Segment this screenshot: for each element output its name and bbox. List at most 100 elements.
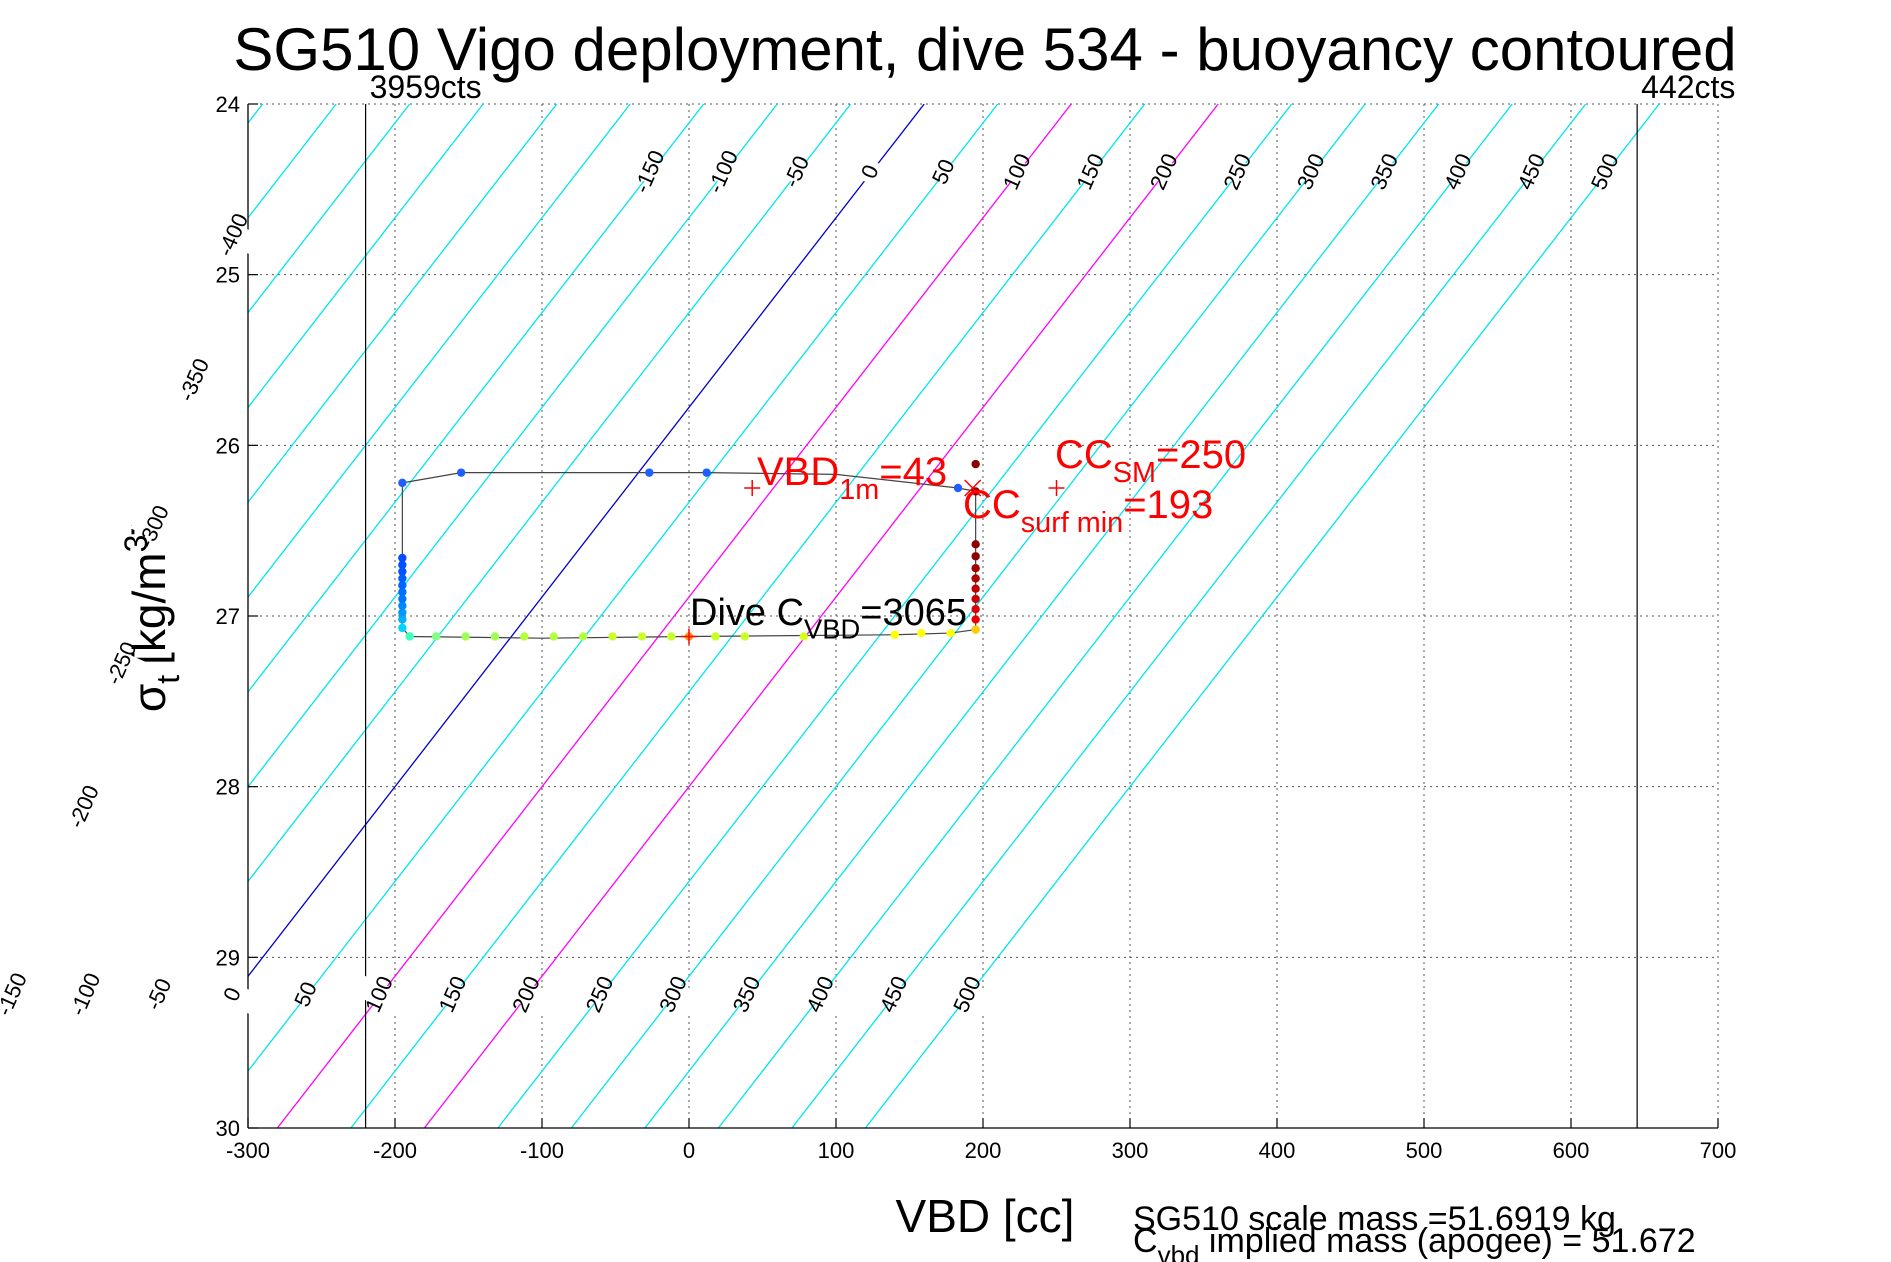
data-point (953, 483, 963, 493)
data-point (711, 632, 720, 641)
data-point (971, 615, 980, 624)
buoyancy-contours (248, 104, 1660, 1128)
contour-label-bg (1581, 153, 1631, 192)
contour-label-bg (209, 216, 259, 255)
contour-label-bg (626, 153, 676, 192)
contour-label-bg (503, 975, 553, 1014)
y-tick-label: 25 (216, 263, 240, 288)
data-point (971, 625, 980, 634)
data-point (799, 632, 808, 641)
data-point (398, 553, 407, 563)
data-point (398, 594, 407, 604)
contour-label-bg (723, 975, 773, 1014)
chart-title: SG510 Vigo deployment, dive 534 - buoyan… (233, 16, 1736, 83)
footer-implied-mass: Cvbd implied mass (apogee) = 51.672 (1133, 1222, 1696, 1262)
y-tick-label: 30 (216, 1116, 240, 1141)
x-axis-label: VBD [cc] (896, 1190, 1075, 1242)
contour-label-bg (170, 361, 220, 400)
x-tick-label: -300 (226, 1138, 270, 1163)
contour-line (248, 104, 705, 693)
x-tick-label: -100 (520, 1138, 564, 1163)
data-point (398, 601, 407, 610)
data-point (520, 632, 529, 641)
vbd-limit-lines: 3959cts 442cts (365, 69, 1735, 1128)
data-point (398, 574, 407, 583)
contour-label-bg (60, 788, 110, 827)
contour-label-bg (0, 975, 38, 1014)
data-point (702, 468, 711, 477)
data-point (971, 540, 980, 549)
axes: -300 -200 -100 0 100 200 300 400 500 600 700 24 25 26… (216, 92, 1737, 1163)
y-tick-label: 24 (216, 92, 240, 117)
data-point (398, 623, 407, 633)
contour-label-bg (98, 644, 148, 683)
y-tick-label: 29 (216, 945, 240, 970)
x-tick-label: 500 (1406, 1138, 1443, 1163)
vbd-limit-label: 3959cts (370, 69, 482, 105)
contour-label-bg (773, 153, 823, 192)
y-tick-label: 27 (216, 604, 240, 629)
contour-line (423, 104, 1219, 1128)
data-point (917, 628, 926, 638)
data-point (946, 628, 955, 638)
data-point (971, 604, 980, 614)
annotation-cc-sm: CCSM=250 (1055, 433, 1246, 489)
data-point (398, 560, 407, 569)
contour-line (248, 104, 999, 1073)
contour-line (791, 104, 1587, 1128)
data-point (645, 468, 654, 477)
contour-label-bg (135, 975, 185, 1014)
contour-label-bg (429, 975, 479, 1014)
contour-label-bg (1287, 153, 1337, 192)
data-point (461, 632, 470, 641)
data-point (431, 632, 441, 641)
contour-label-bg (944, 975, 994, 1014)
contour-label-bg (1140, 153, 1190, 192)
annotations: -400-350-300-250-200-150 -100 -50 0 50 100 150… (0, 146, 1631, 1019)
contour-line (248, 104, 558, 504)
x-tick-label: 400 (1259, 1138, 1296, 1163)
data-point (398, 608, 407, 617)
annotation-cc-surf-min: CCsurf min=193 (963, 483, 1213, 539)
contour-line (248, 104, 778, 788)
contour-label-bg (1434, 153, 1484, 192)
contour-label-bg (282, 975, 332, 1014)
x-tick-label: 200 (965, 1138, 1002, 1163)
contour-label-bg (920, 153, 970, 192)
contour-label-bg (797, 975, 847, 1014)
data-point (608, 632, 617, 641)
contour-line (248, 104, 411, 314)
contour-line (570, 104, 1366, 1128)
data-point (971, 574, 980, 583)
contour-label-bg (1067, 153, 1117, 192)
x-tick-label: 600 (1553, 1138, 1590, 1163)
data-point (667, 632, 676, 641)
data-point (456, 468, 466, 477)
data-point (637, 632, 647, 641)
data-point (890, 630, 899, 639)
data-point (578, 632, 588, 641)
contour-line (248, 104, 925, 978)
x-tick-label: 700 (1700, 1138, 1737, 1163)
annotation-vbd-1m: VBD1m=43 (757, 450, 947, 506)
annotation-dive-cvbd: Dive CVBD=3065 (690, 592, 967, 644)
data-point (490, 632, 500, 641)
data-point (549, 632, 558, 641)
x-tick-label: 100 (818, 1138, 855, 1163)
footer-scale-mass: SG510 scale mass =51.6919 kg (1133, 1200, 1616, 1238)
x-tick-label: 0 (683, 1138, 695, 1163)
contour-line (497, 104, 1293, 1128)
x-tick-label: -200 (373, 1138, 417, 1163)
data-point (971, 552, 980, 561)
y-tick-label: 26 (216, 433, 240, 458)
data-point (398, 581, 407, 590)
contour-label-bg (993, 153, 1043, 192)
data-point (740, 632, 750, 641)
y-tick-label: 28 (216, 775, 240, 800)
markers (681, 479, 1065, 645)
contour-line (717, 104, 1513, 1128)
data-point (398, 478, 407, 488)
contour-label-bg (130, 508, 180, 547)
contour-line (248, 104, 852, 883)
